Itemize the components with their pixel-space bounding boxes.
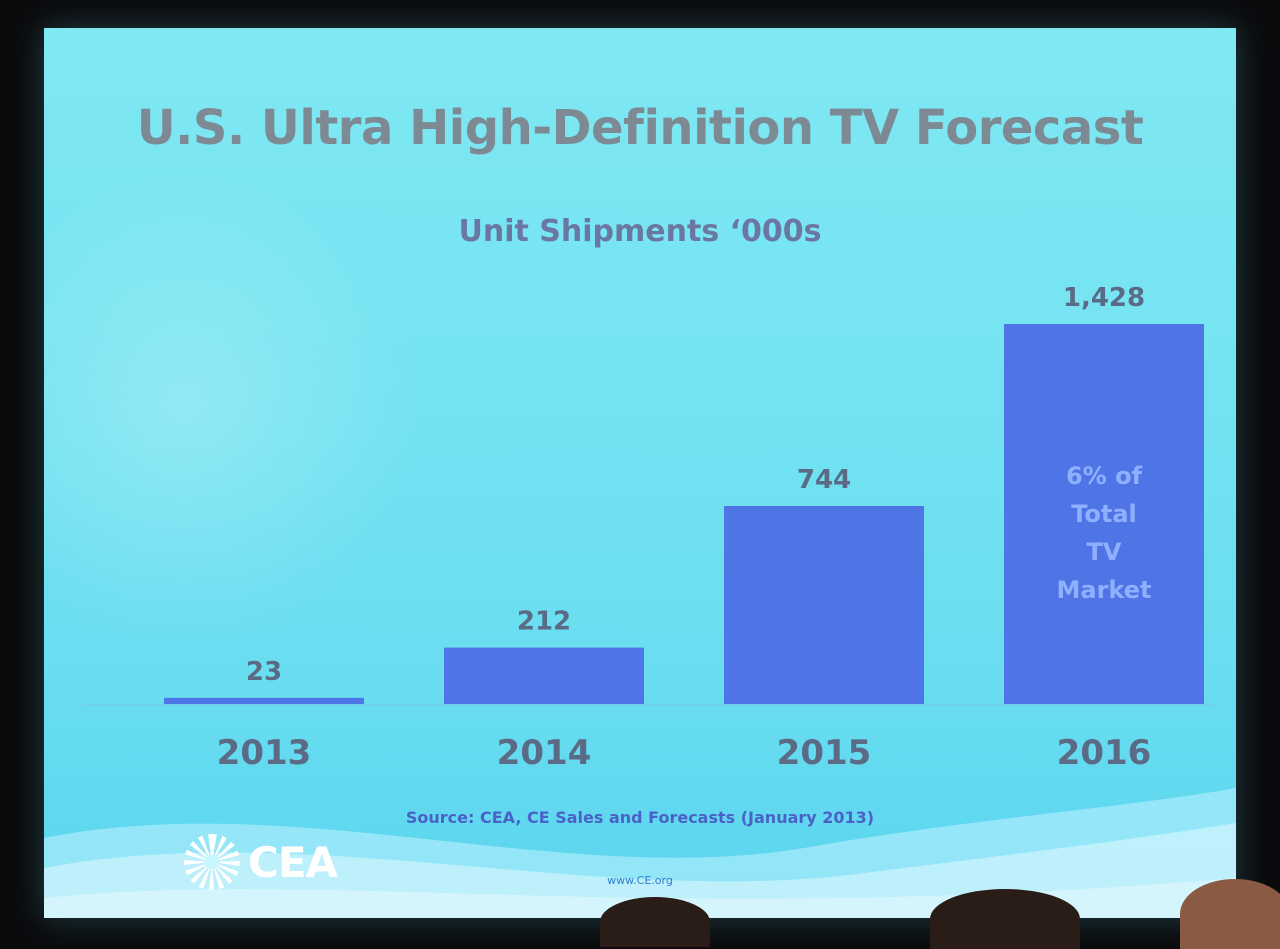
x-tick-label-2013: 2013 xyxy=(217,733,312,773)
x-tick-label-2016: 2016 xyxy=(1057,733,1152,773)
bar-annotation-line: Total xyxy=(1071,500,1137,528)
cea-logo-mark-icon xyxy=(184,834,240,890)
data-label-2015: 744 xyxy=(797,465,851,495)
bar-2016 xyxy=(1004,324,1204,704)
data-label-2014: 212 xyxy=(517,607,571,637)
data-label-2013: 23 xyxy=(246,657,282,687)
bar-annotation-line: 6% of xyxy=(1066,462,1143,490)
audience-head xyxy=(930,889,1080,949)
audience-heads xyxy=(0,879,1280,949)
projection-screen: U.S. Ultra High-Definition TV Forecast U… xyxy=(44,28,1236,918)
bar-annotation-line: Market xyxy=(1057,576,1152,604)
audience-head xyxy=(1180,879,1280,949)
cea-logo: CEA xyxy=(184,834,338,890)
chart-subtitle: Unit Shipments ‘000s xyxy=(458,214,822,249)
bar-2013 xyxy=(164,697,364,704)
bar-2014 xyxy=(444,647,644,704)
bar-annotation-line: TV xyxy=(1087,538,1122,566)
bar-2015 xyxy=(724,506,924,704)
bar-chart: 23 2013 212 2014 744 2015 1,428 2016 6% of Total T… xyxy=(84,283,1214,773)
cea-logo-text: CEA xyxy=(248,837,338,887)
source-note: Source: CEA, CE Sales and Forecasts (Jan… xyxy=(405,808,875,827)
footer-url: www.CE.org xyxy=(607,874,673,887)
audience-head xyxy=(600,897,710,947)
background-glow xyxy=(44,148,444,668)
x-tick-label-2014: 2014 xyxy=(497,733,592,773)
x-tick-label-2015: 2015 xyxy=(777,733,872,773)
slide-title: U.S. Ultra High-Definition TV Forecast xyxy=(136,100,1144,156)
data-label-2016: 1,428 xyxy=(1063,283,1145,313)
